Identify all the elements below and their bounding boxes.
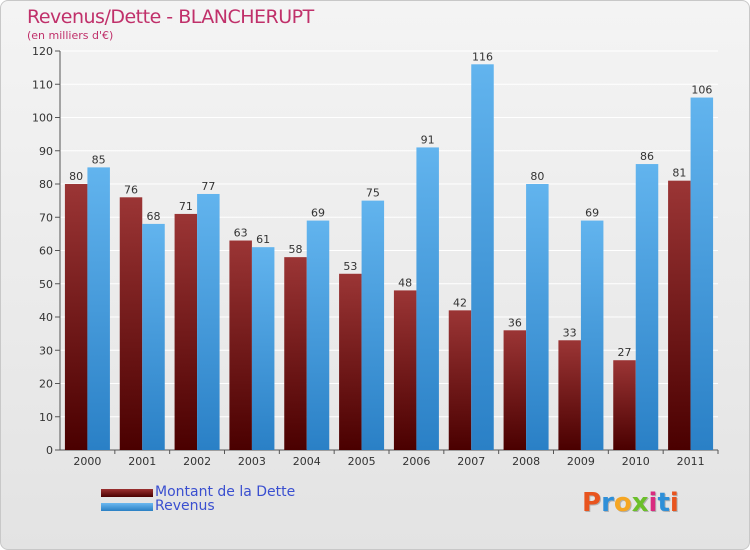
bar-revenus [306, 220, 330, 450]
bar-dette [64, 184, 88, 450]
bar-dette [174, 213, 198, 450]
x-tick-label: 2000 [73, 455, 101, 468]
x-tick-label: 2007 [457, 455, 485, 468]
data-label-dette: 80 [69, 170, 83, 183]
data-label-revenus: 80 [530, 170, 544, 183]
data-label-revenus: 86 [640, 150, 654, 163]
data-label-revenus: 69 [585, 207, 599, 220]
bar-dette [284, 257, 307, 450]
bar-revenus [197, 193, 220, 450]
bar-revenus [87, 167, 110, 450]
y-tick-label: 100 [32, 112, 53, 125]
y-tick-label: 70 [39, 211, 53, 224]
y-tick-label: 40 [39, 311, 53, 324]
data-label-dette: 48 [398, 276, 412, 289]
bar-dette [448, 310, 472, 450]
bar-revenus [361, 200, 385, 450]
y-tick-label: 0 [46, 444, 53, 457]
data-label-revenus: 69 [311, 207, 325, 220]
bar-dette [229, 240, 252, 450]
bar-revenus [635, 164, 659, 451]
x-tick-label: 2011 [677, 455, 705, 468]
data-label-dette: 76 [124, 183, 138, 196]
data-label-dette: 36 [508, 316, 522, 329]
x-tick-label: 2003 [238, 455, 266, 468]
bar-revenus [690, 97, 714, 451]
data-label-dette: 27 [618, 346, 632, 359]
data-label-dette: 71 [179, 200, 193, 213]
data-label-revenus: 75 [366, 187, 380, 200]
x-tick-label: 2002 [183, 455, 211, 468]
bar-revenus [142, 223, 165, 450]
y-tick-label: 60 [39, 245, 53, 258]
bar-dette [503, 330, 527, 450]
data-label-revenus: 77 [201, 180, 215, 193]
data-label-revenus: 91 [421, 133, 435, 146]
data-label-dette: 53 [343, 260, 357, 273]
data-label-dette: 81 [672, 167, 686, 180]
bar-dette [558, 340, 581, 450]
data-label-revenus: 61 [256, 233, 270, 246]
data-label-dette: 42 [453, 296, 467, 309]
bar-dette [613, 360, 636, 450]
data-label-dette: 63 [234, 227, 248, 240]
bar-dette [339, 273, 362, 450]
x-tick-label: 2001 [128, 455, 156, 468]
x-tick-label: 2008 [512, 455, 540, 468]
bar-revenus [580, 220, 604, 450]
data-label-revenus: 85 [92, 153, 106, 166]
x-tick-label: 2005 [348, 455, 376, 468]
x-tick-label: 2009 [567, 455, 595, 468]
y-tick-label: 10 [39, 411, 53, 424]
y-tick-label: 50 [39, 278, 53, 291]
chart-subtitle: (en milliers d'€) [27, 29, 114, 42]
legend-label-revenus: Revenus [155, 498, 215, 514]
legend-swatch-revenus [101, 503, 153, 511]
data-label-dette: 58 [289, 243, 303, 256]
bar-revenus [251, 247, 275, 450]
data-label-revenus: 68 [147, 210, 161, 223]
bar-revenus [526, 184, 549, 450]
x-tick-label: 2010 [622, 455, 650, 468]
y-tick-label: 80 [39, 178, 53, 191]
data-label-revenus: 116 [472, 50, 493, 63]
y-tick-label: 120 [32, 45, 53, 58]
bar-revenus [471, 64, 494, 451]
bar-dette [393, 290, 417, 450]
x-tick-label: 2004 [293, 455, 321, 468]
x-tick-label: 2006 [402, 455, 430, 468]
data-label-dette: 33 [563, 326, 577, 339]
y-tick-label: 30 [39, 344, 53, 357]
bar-dette [668, 180, 691, 451]
y-tick-label: 20 [39, 378, 53, 391]
y-tick-label: 110 [32, 78, 53, 91]
bar-revenus [416, 147, 439, 451]
proxiti-logo: Proxiti [582, 488, 679, 518]
y-tick-label: 90 [39, 145, 53, 158]
chart-title: Revenus/Dette - BLANCHERUPT [27, 6, 314, 28]
bar-dette [119, 197, 143, 450]
data-label-revenus: 106 [691, 84, 712, 97]
legend-label-dette: Montant de la Dette [155, 484, 296, 500]
legend-swatch-dette [101, 489, 153, 497]
